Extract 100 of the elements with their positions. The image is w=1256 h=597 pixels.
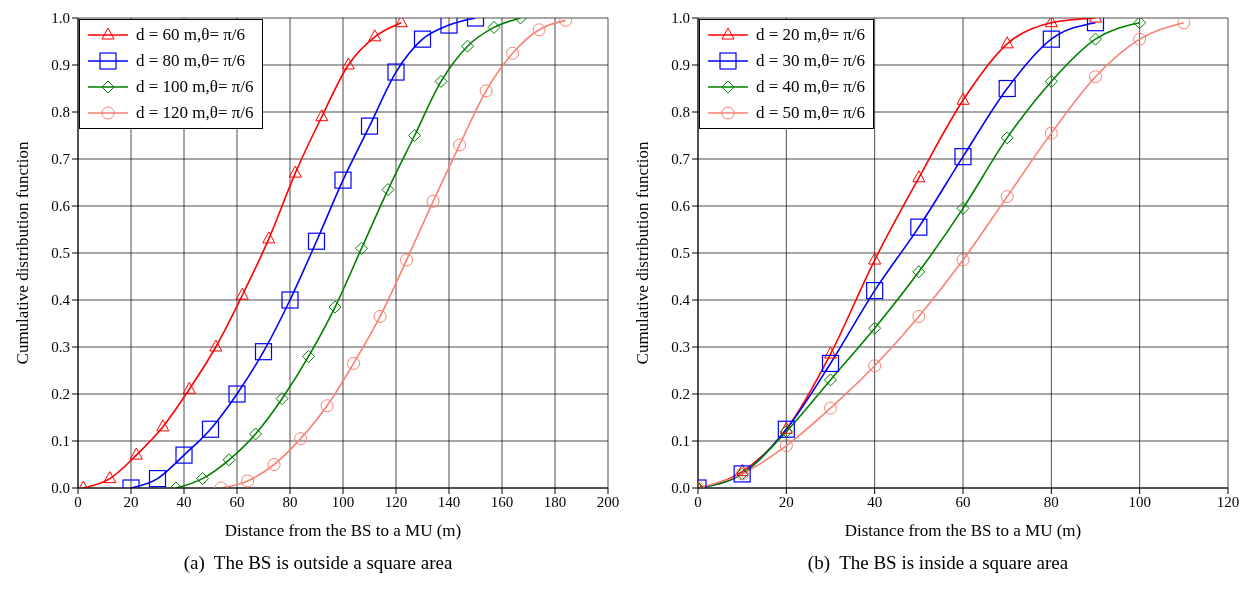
point (777, 420, 795, 438)
point (381, 183, 395, 197)
y-axis-title: Cumulative distribution function (633, 141, 653, 365)
point (355, 241, 369, 255)
y-axis-title: Cumulative distribution function (13, 141, 33, 365)
point (434, 74, 448, 88)
y-tick-label: 0.5 (51, 245, 70, 262)
point (998, 79, 1016, 98)
point (479, 84, 493, 98)
y-tick-label: 0.1 (51, 433, 70, 450)
point (288, 165, 302, 178)
point (487, 20, 501, 34)
legend-label: d = 80 m,θ= π/6 (136, 51, 246, 71)
legend-label: d = 100 m,θ= π/6 (136, 77, 254, 97)
point (461, 39, 475, 53)
point (779, 425, 793, 439)
y-tick-label: 0.4 (51, 292, 71, 309)
point (201, 420, 220, 438)
point (275, 392, 289, 406)
point (222, 453, 236, 467)
point (735, 464, 749, 477)
point (779, 421, 793, 434)
y-tick-label: 0.6 (51, 198, 71, 215)
point (868, 359, 882, 373)
point (1133, 32, 1147, 46)
point (824, 373, 837, 387)
point (334, 171, 352, 189)
point (394, 18, 408, 28)
point (910, 218, 928, 236)
point (1133, 18, 1147, 30)
point (235, 287, 249, 300)
point (341, 57, 355, 70)
y-tick-label: 0.9 (671, 57, 690, 74)
point (1044, 18, 1058, 28)
x-tick-label: 160 (490, 493, 514, 510)
point (1000, 36, 1014, 49)
point (249, 427, 263, 441)
y-tick-label: 0.8 (51, 104, 70, 121)
point (302, 349, 316, 363)
x-tick-label: 60 (229, 493, 245, 510)
x-tick-label: 200 (596, 493, 620, 510)
y-tick-label: 0.6 (671, 198, 691, 215)
point (912, 309, 926, 323)
y-tick-label: 0.3 (671, 339, 690, 356)
legend-label: d = 40 m,θ= π/6 (756, 77, 866, 97)
point (1089, 32, 1102, 46)
point (912, 170, 926, 183)
y-tick-label: 0.8 (671, 104, 690, 121)
x-tick-label: 120 (1216, 493, 1240, 510)
point (320, 399, 334, 413)
text: (b) The BS is inside a square area (806, 552, 1070, 574)
point (956, 92, 970, 105)
point (1044, 126, 1058, 140)
point (532, 23, 546, 37)
x-tick-label: 180 (543, 493, 567, 510)
point (196, 472, 210, 486)
point (103, 471, 117, 484)
y-tick-label: 0.2 (671, 386, 690, 403)
point (262, 231, 276, 244)
point (294, 432, 308, 446)
legend-label: d = 60 m,θ= π/6 (136, 25, 246, 45)
point (373, 309, 387, 323)
y-tick-label: 0.7 (51, 151, 71, 168)
x-tick-label: 80 (282, 493, 298, 510)
y-tick-label: 0.4 (671, 292, 691, 309)
point (315, 109, 329, 122)
y-tick-label: 0.0 (671, 480, 690, 497)
point (209, 339, 223, 352)
legend-label: d = 120 m,θ= π/6 (136, 103, 254, 123)
point (408, 129, 422, 142)
point (175, 446, 193, 464)
point (426, 194, 440, 208)
legend-label: d = 30 m,θ= π/6 (756, 51, 866, 71)
point (954, 148, 972, 166)
x-axis-title: Distance from the BS to a MU (m) (844, 521, 1082, 540)
point (254, 343, 273, 361)
x-tick-label: 100 (331, 493, 355, 510)
point (228, 385, 246, 403)
x-tick-label: 20 (778, 493, 794, 510)
point (453, 138, 467, 152)
x-tick-label: 140 (437, 493, 461, 510)
point (956, 201, 970, 215)
point (956, 253, 970, 267)
point (156, 419, 170, 432)
point (866, 282, 884, 300)
point (821, 354, 840, 373)
point (868, 321, 882, 335)
x-tick-label: 40 (867, 493, 883, 510)
x-tick-label: 80 (1043, 493, 1059, 510)
point (182, 381, 196, 394)
y-tick-label: 0.3 (51, 339, 70, 356)
point (368, 29, 382, 42)
x-tick-label: 20 (123, 493, 139, 510)
point (912, 265, 926, 279)
y-tick-label: 1.0 (51, 10, 70, 27)
y-tick-label: 1.0 (671, 10, 690, 27)
x-tick-label: 40 (176, 493, 192, 510)
point (400, 253, 414, 267)
point (387, 63, 405, 81)
x-axis-title: Distance from the BS to a MU (m) (224, 521, 462, 540)
